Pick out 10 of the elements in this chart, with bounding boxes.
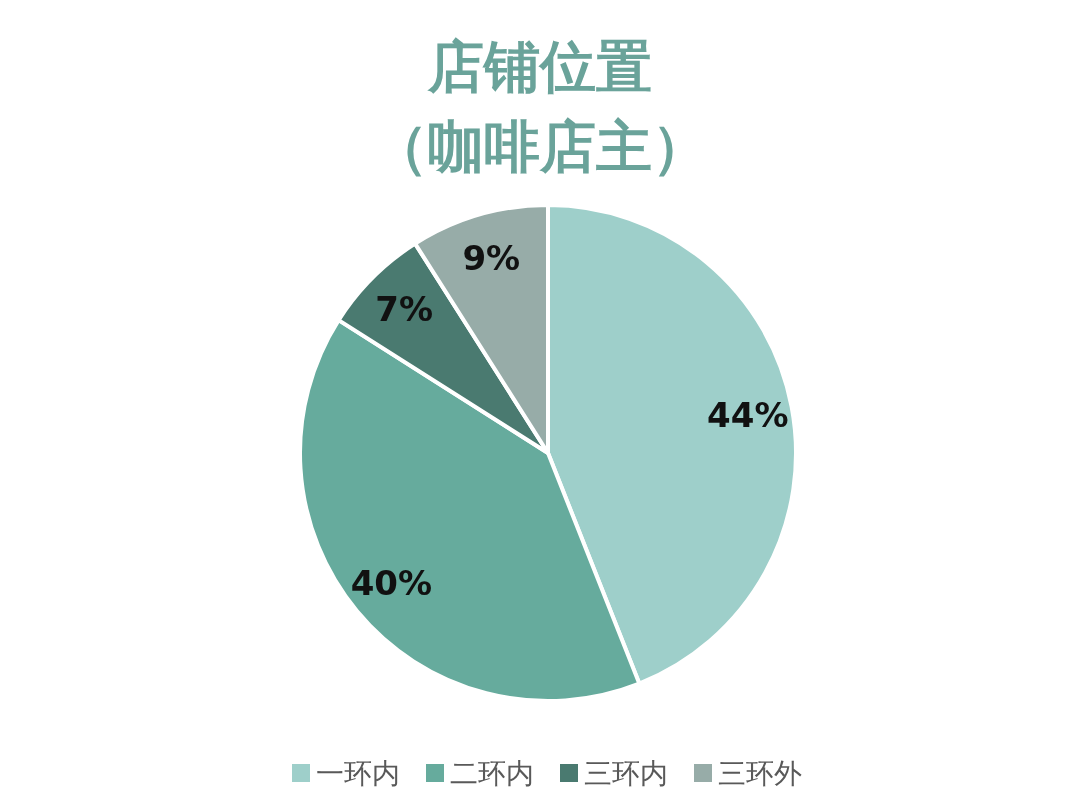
chart-title: 店铺位置: [427, 34, 652, 99]
legend-label: 二环内: [450, 756, 534, 790]
data-label: 9%: [462, 237, 521, 278]
data-label: 44%: [707, 394, 789, 435]
data-label: 40%: [350, 562, 432, 603]
data-label: 7%: [375, 289, 434, 330]
legend-label: 三环外: [718, 756, 802, 790]
legend-label: 一环内: [316, 756, 400, 790]
chart-subtitle: （咖啡店主）: [372, 114, 708, 179]
legend-label: 三环内: [584, 756, 668, 790]
